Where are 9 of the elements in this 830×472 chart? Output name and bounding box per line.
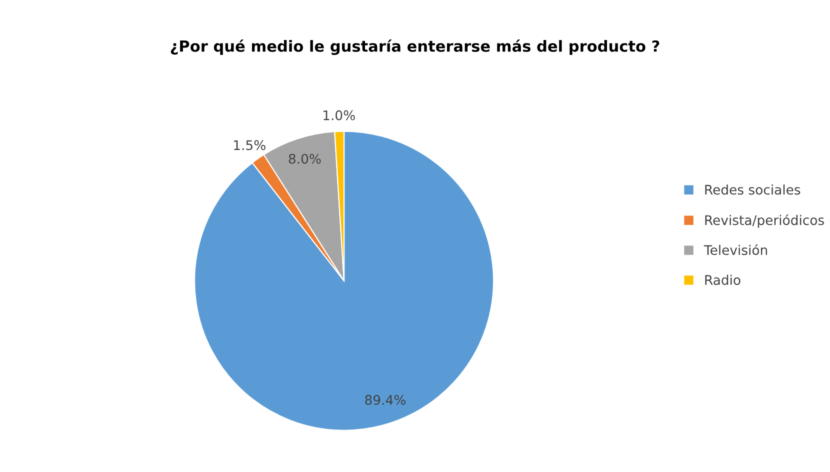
data-label: 89.4% bbox=[365, 394, 406, 405]
chart-title: ¿Por qué medio le gustaría enterarse más del producto ? bbox=[170, 39, 660, 55]
legend-label: Televisión bbox=[704, 244, 768, 256]
legend-label: Revista/periódicos bbox=[705, 214, 824, 228]
data-label: 1.0% bbox=[324, 110, 355, 120]
data-label: 8.0% bbox=[288, 154, 321, 164]
legend-label: Radio bbox=[705, 274, 740, 285]
legend-label: Redes sociales bbox=[705, 184, 800, 195]
data-label: 1.5% bbox=[234, 140, 266, 150]
